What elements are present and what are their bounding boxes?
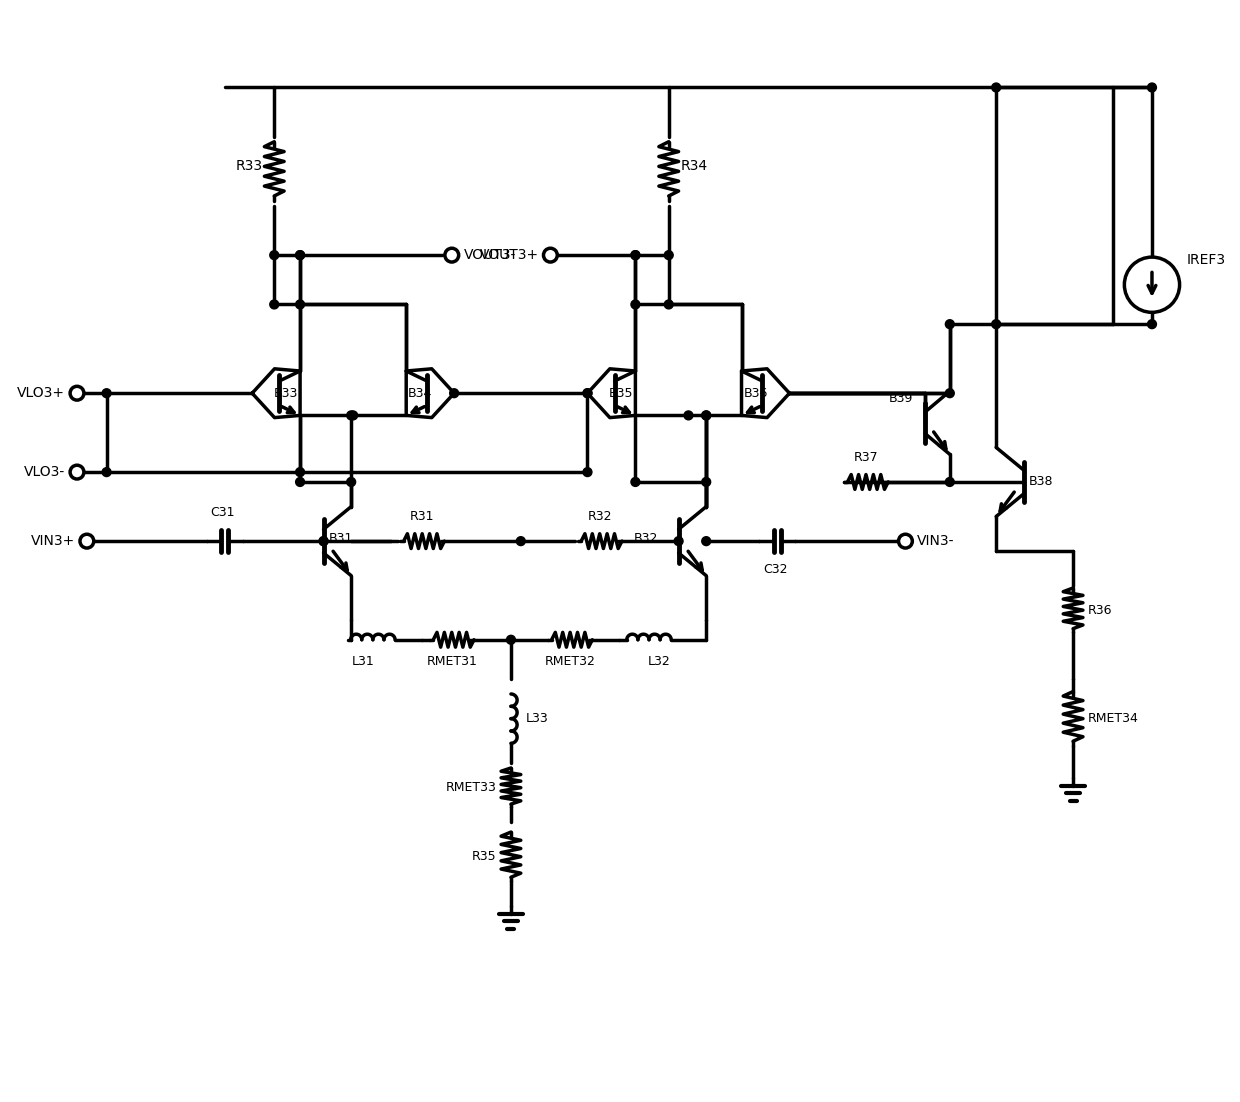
Circle shape <box>702 477 711 486</box>
Circle shape <box>516 537 526 545</box>
Circle shape <box>1125 257 1179 312</box>
Circle shape <box>295 250 305 260</box>
Circle shape <box>631 250 640 260</box>
Text: B39: B39 <box>889 391 914 404</box>
Circle shape <box>992 320 1001 328</box>
Text: C32: C32 <box>763 563 787 576</box>
Circle shape <box>102 467 112 476</box>
Text: B35: B35 <box>609 387 634 400</box>
Circle shape <box>270 250 279 260</box>
Circle shape <box>319 537 329 545</box>
Text: RMET33: RMET33 <box>445 781 496 795</box>
Text: IREF3: IREF3 <box>1187 253 1225 267</box>
Circle shape <box>631 250 640 260</box>
Text: B33: B33 <box>274 387 299 400</box>
Circle shape <box>945 477 955 486</box>
Circle shape <box>631 300 640 309</box>
Circle shape <box>347 411 356 420</box>
Text: VOUT3-: VOUT3- <box>464 248 516 262</box>
Text: RMET32: RMET32 <box>544 655 595 668</box>
Text: R35: R35 <box>471 851 496 863</box>
Text: R37: R37 <box>853 451 878 464</box>
Text: B31: B31 <box>329 531 353 544</box>
Circle shape <box>945 389 955 398</box>
Circle shape <box>1147 320 1157 328</box>
Text: B32: B32 <box>634 531 658 544</box>
Text: VIN3+: VIN3+ <box>31 534 76 548</box>
Circle shape <box>295 300 305 309</box>
Circle shape <box>543 248 557 262</box>
Text: R33: R33 <box>236 160 263 173</box>
Circle shape <box>79 534 94 548</box>
Circle shape <box>675 537 683 545</box>
Text: R34: R34 <box>681 160 708 173</box>
Text: B34: B34 <box>408 387 433 400</box>
Circle shape <box>899 534 913 548</box>
Circle shape <box>348 411 357 420</box>
Circle shape <box>1147 83 1157 91</box>
Text: VOUT3+: VOUT3+ <box>480 248 538 262</box>
Text: L31: L31 <box>352 655 374 668</box>
Circle shape <box>347 477 356 486</box>
Circle shape <box>583 467 591 476</box>
Text: R31: R31 <box>410 510 434 523</box>
Text: R36: R36 <box>1087 604 1112 617</box>
Circle shape <box>319 537 329 545</box>
Circle shape <box>702 537 711 545</box>
Circle shape <box>702 411 711 420</box>
Text: L33: L33 <box>526 712 548 725</box>
Circle shape <box>665 250 673 260</box>
Circle shape <box>102 389 112 398</box>
Circle shape <box>295 250 305 260</box>
Text: VLO3-: VLO3- <box>24 465 66 479</box>
Circle shape <box>631 477 640 486</box>
Text: C31: C31 <box>211 507 236 519</box>
Circle shape <box>445 248 459 262</box>
Circle shape <box>702 411 711 420</box>
Circle shape <box>665 300 673 309</box>
Circle shape <box>684 411 693 420</box>
Circle shape <box>583 389 591 398</box>
Circle shape <box>71 465 84 479</box>
Text: R32: R32 <box>588 510 613 523</box>
Circle shape <box>506 636 516 645</box>
Text: L32: L32 <box>647 655 671 668</box>
Circle shape <box>992 83 1001 91</box>
Circle shape <box>583 389 591 398</box>
Text: VIN3-: VIN3- <box>918 534 955 548</box>
Circle shape <box>945 320 955 328</box>
Text: B38: B38 <box>1029 475 1053 488</box>
Text: B36: B36 <box>743 387 768 400</box>
Circle shape <box>71 387 84 400</box>
Circle shape <box>295 467 305 476</box>
Circle shape <box>450 389 459 398</box>
Text: VLO3+: VLO3+ <box>17 386 66 400</box>
Circle shape <box>295 477 305 486</box>
Text: RMET31: RMET31 <box>427 655 477 668</box>
Text: RMET34: RMET34 <box>1087 712 1138 725</box>
Circle shape <box>270 300 279 309</box>
